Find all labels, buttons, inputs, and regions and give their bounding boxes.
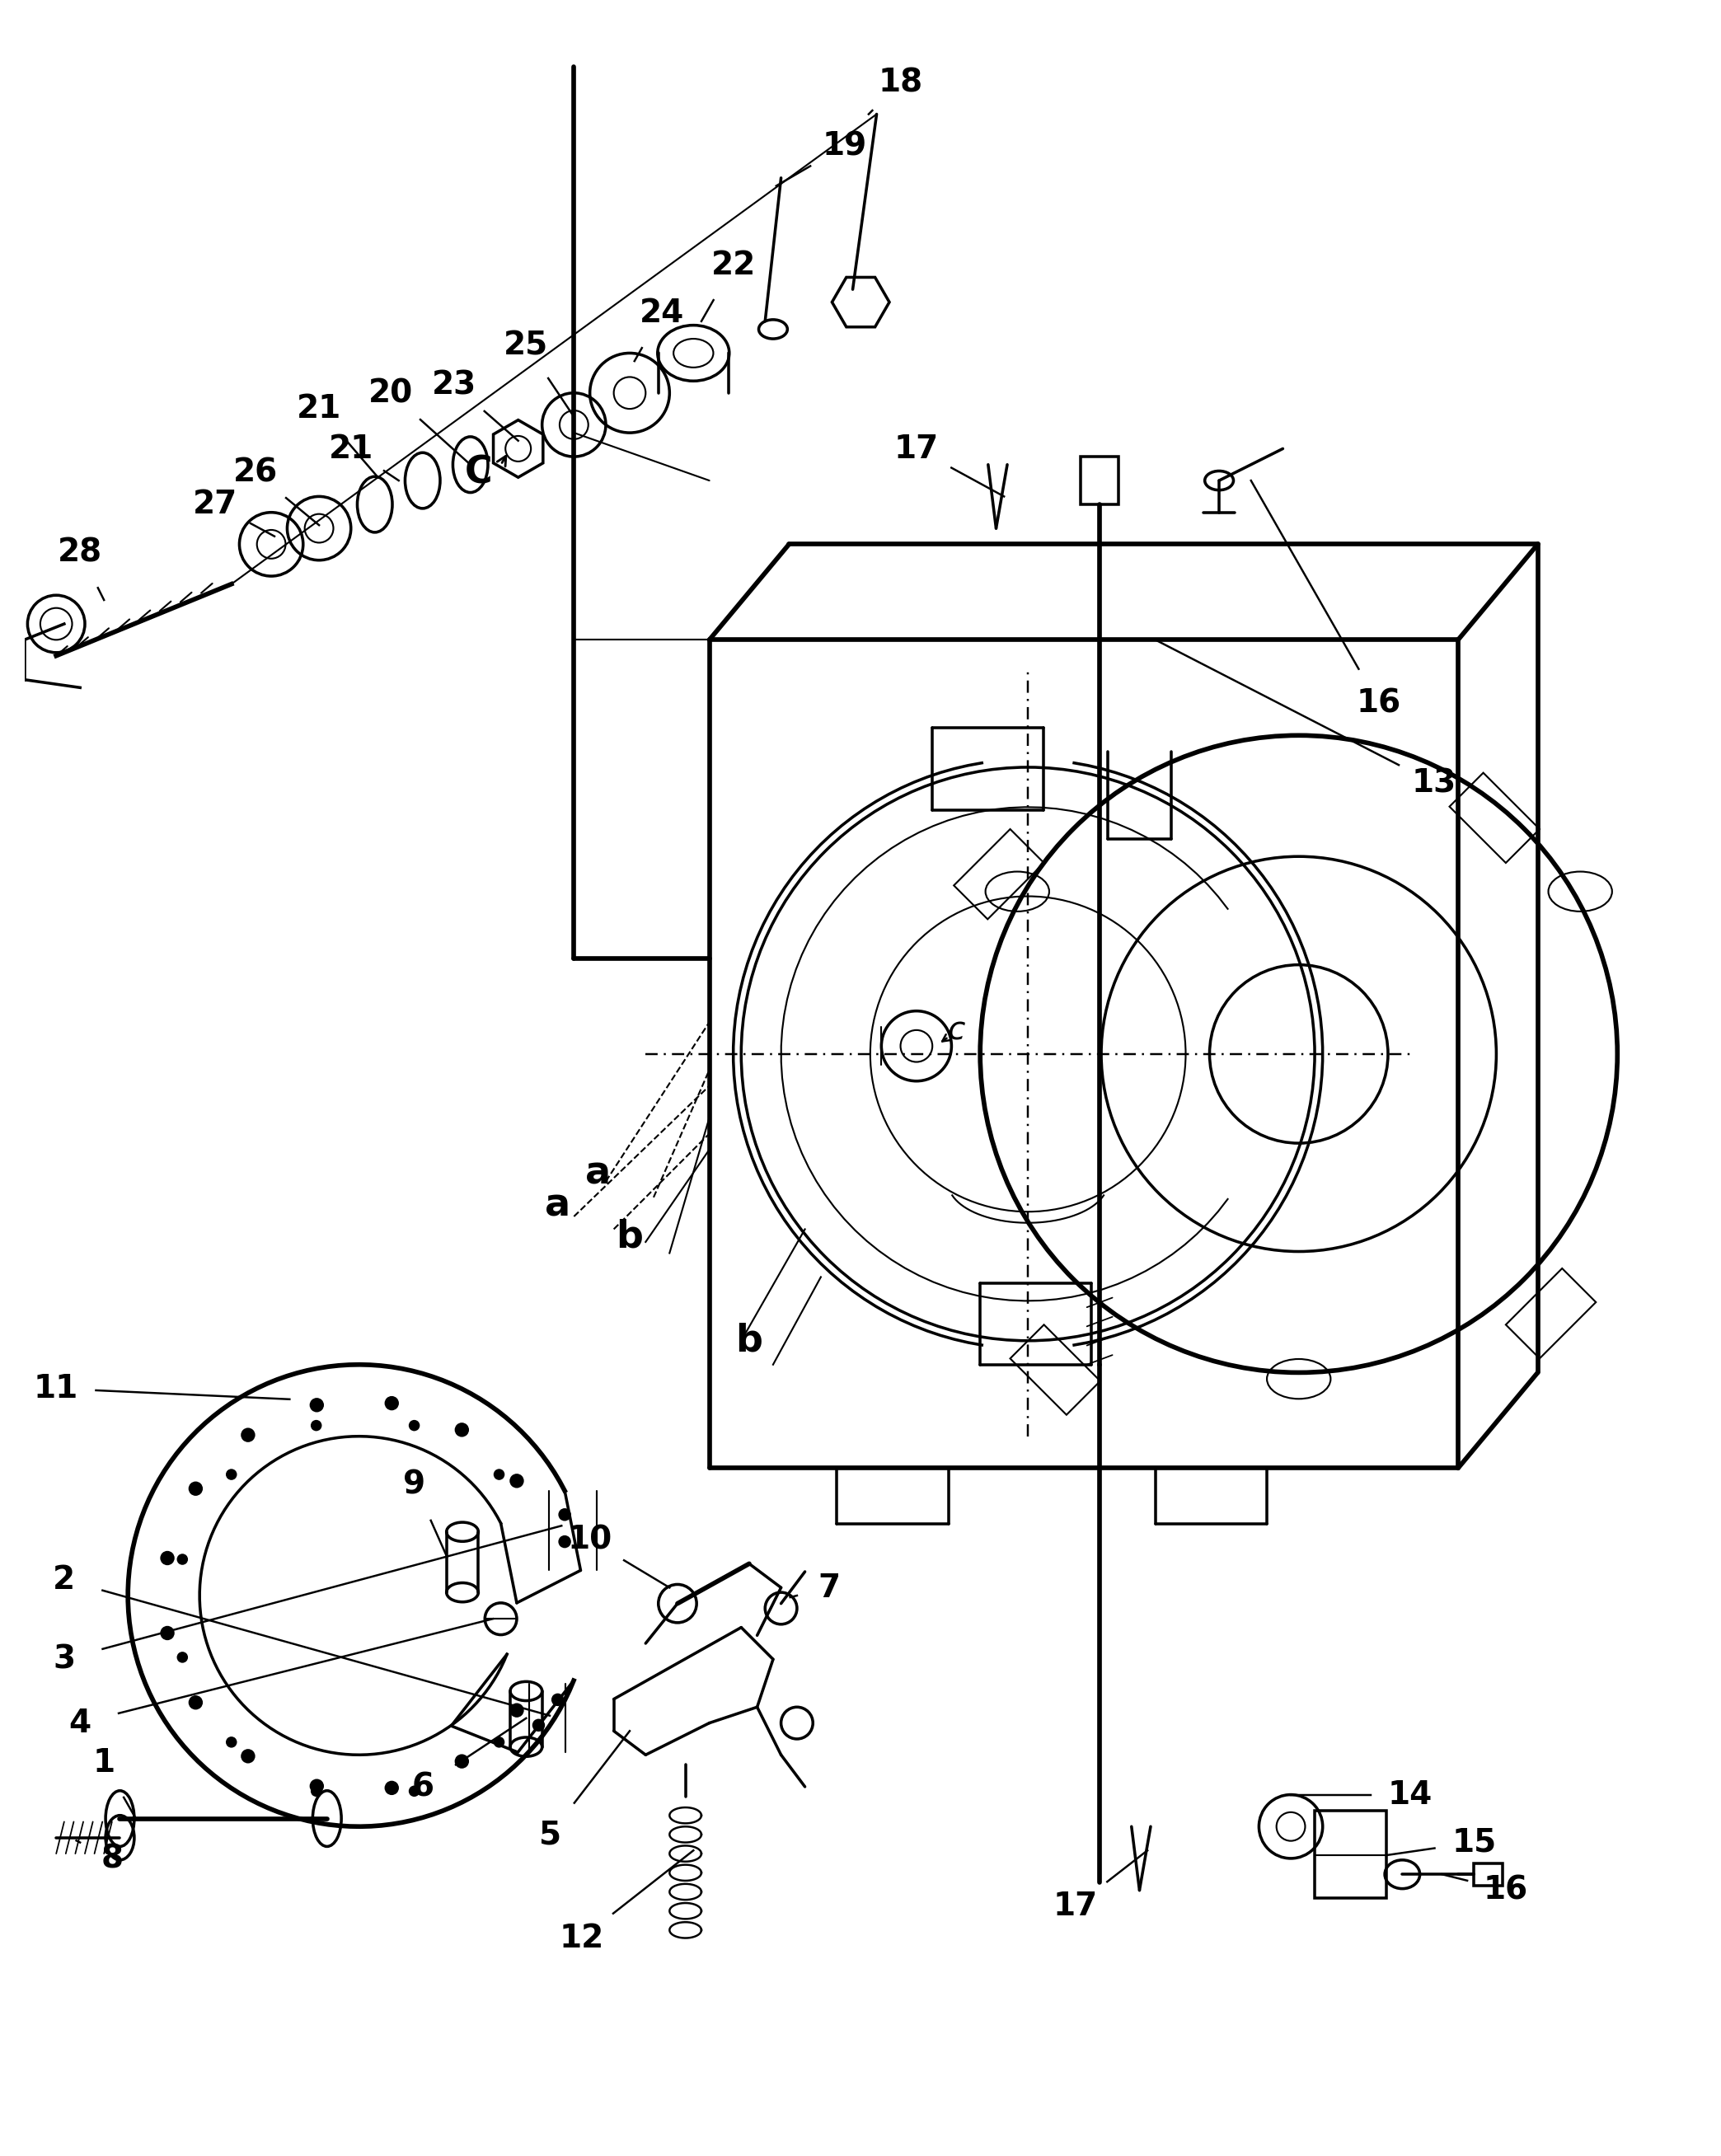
Text: C: C (465, 455, 492, 492)
Circle shape (532, 1718, 546, 1731)
Text: 18: 18 (878, 67, 922, 99)
Text: 17: 17 (893, 433, 938, 464)
Circle shape (310, 1779, 324, 1794)
Circle shape (241, 1749, 255, 1764)
Text: b: b (616, 1218, 644, 1255)
Circle shape (241, 1427, 255, 1442)
Text: 13: 13 (1411, 768, 1456, 800)
Circle shape (225, 1468, 237, 1481)
Circle shape (384, 1397, 399, 1410)
Bar (1010, 1324, 1100, 1414)
Text: 22: 22 (711, 250, 756, 282)
Circle shape (558, 1509, 571, 1520)
Text: 16: 16 (1356, 688, 1401, 720)
Text: 11: 11 (34, 1373, 79, 1404)
Text: c: c (947, 1015, 965, 1046)
Text: 2: 2 (53, 1563, 76, 1595)
Text: 16: 16 (1484, 1874, 1528, 1906)
Circle shape (310, 1397, 324, 1412)
Text: 25: 25 (504, 330, 549, 360)
Text: 21: 21 (329, 433, 373, 464)
Circle shape (558, 1535, 571, 1548)
Circle shape (551, 1692, 564, 1705)
Text: 17: 17 (1053, 1891, 1098, 1921)
Circle shape (494, 1468, 504, 1481)
Text: 28: 28 (59, 537, 102, 567)
Text: a: a (546, 1186, 571, 1225)
Circle shape (160, 1550, 174, 1565)
Text: 26: 26 (232, 457, 277, 489)
Text: 24: 24 (638, 298, 683, 330)
Text: 12: 12 (559, 1923, 604, 1953)
Bar (1506, 1268, 1595, 1358)
Text: 23: 23 (432, 369, 477, 401)
Text: a: a (585, 1156, 611, 1192)
Circle shape (408, 1421, 420, 1432)
Circle shape (177, 1554, 188, 1565)
Circle shape (225, 1736, 237, 1749)
Circle shape (384, 1781, 399, 1796)
Text: 4: 4 (69, 1708, 91, 1738)
Circle shape (509, 1475, 523, 1488)
Circle shape (454, 1755, 468, 1768)
Bar (1315, 1811, 1385, 1897)
Text: 15: 15 (1451, 1826, 1496, 1858)
Circle shape (509, 1703, 523, 1718)
Circle shape (310, 1421, 322, 1432)
Text: 20: 20 (368, 377, 413, 410)
Circle shape (408, 1785, 420, 1796)
Circle shape (188, 1695, 203, 1710)
Circle shape (454, 1423, 468, 1438)
Circle shape (188, 1481, 203, 1496)
Bar (1449, 774, 1539, 862)
Text: 7: 7 (817, 1572, 840, 1604)
Text: 1: 1 (93, 1746, 115, 1779)
Text: 6: 6 (411, 1770, 434, 1802)
Circle shape (310, 1785, 322, 1796)
Circle shape (177, 1651, 188, 1662)
Text: 14: 14 (1387, 1779, 1432, 1811)
Text: 19: 19 (823, 132, 867, 162)
Circle shape (494, 1736, 504, 1749)
Bar (1473, 1863, 1502, 1886)
Text: 27: 27 (193, 489, 237, 520)
Text: 21: 21 (296, 392, 341, 425)
Bar (953, 830, 1043, 918)
Text: 10: 10 (568, 1524, 613, 1554)
Circle shape (160, 1626, 174, 1641)
Bar (1081, 457, 1119, 505)
Text: 9: 9 (403, 1468, 425, 1501)
Text: 3: 3 (53, 1643, 76, 1675)
Text: b: b (735, 1322, 762, 1358)
Text: 5: 5 (539, 1820, 561, 1850)
Text: 8: 8 (102, 1843, 124, 1874)
